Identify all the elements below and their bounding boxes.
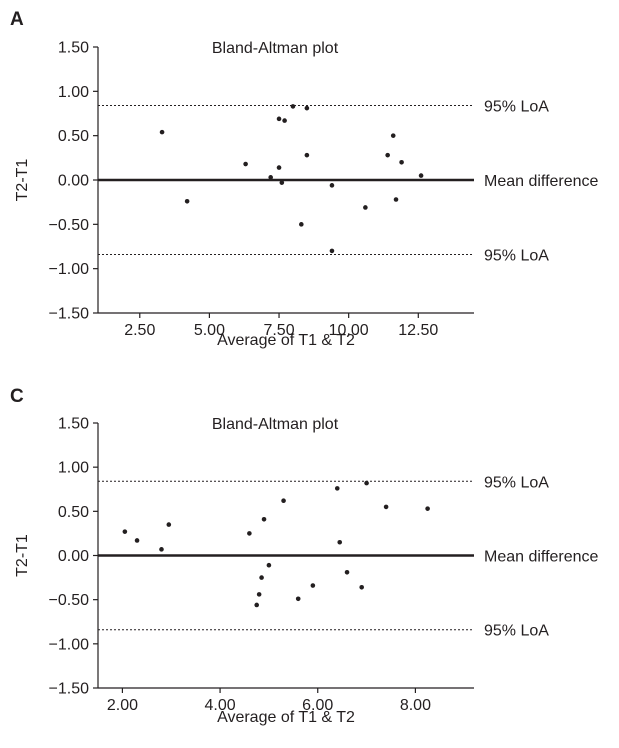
data-point [364, 480, 369, 486]
data-point [134, 538, 140, 543]
y-axis-label: T2-T1 [14, 534, 31, 577]
data-point [295, 596, 301, 602]
y-tick-label: −1.50 [49, 681, 90, 698]
x-tick-label: 10.00 [329, 322, 369, 339]
data-point [393, 197, 399, 202]
y-tick-label: −0.50 [49, 592, 90, 609]
data-point [390, 133, 396, 138]
x-tick-label: 8.00 [400, 697, 431, 714]
loa-label: 95% LoA [484, 99, 549, 116]
data-point [282, 118, 287, 123]
x-axis-label: Average of T1 & T2 [217, 709, 355, 726]
data-point [299, 222, 304, 227]
y-tick-label: 0.50 [58, 128, 89, 145]
data-point [243, 161, 248, 167]
data-point [310, 583, 316, 588]
data-point [304, 152, 310, 158]
chart-panel-a: A Bland-Altman plot 1.50 1.00 0.50 0.00 −0.50 −… [10, 9, 599, 349]
data-point [425, 506, 430, 511]
loa-label: 95% LoA [484, 474, 549, 491]
data-point [359, 585, 364, 590]
chart-title: Bland-Altman plot [212, 416, 339, 433]
data-point [385, 152, 390, 158]
data-point [344, 569, 350, 575]
x-tick-label: 5.00 [194, 322, 225, 339]
data-point [276, 116, 282, 122]
x-tick-label: 4.00 [205, 697, 236, 714]
data-point [184, 198, 190, 204]
data-point [276, 165, 282, 170]
data-point [281, 498, 286, 504]
y-tick-label: 0.00 [58, 548, 89, 565]
data-point [159, 547, 164, 552]
x-axis-label: Average of T1 & T2 [217, 332, 355, 349]
data-point [159, 129, 165, 135]
data-point [254, 602, 260, 608]
data-point [329, 183, 335, 188]
loa-label: 95% LoA [484, 623, 549, 640]
y-tick-label: −1.00 [49, 636, 90, 653]
y-tick-label: 1.50 [58, 40, 89, 57]
mean-difference-label: Mean difference [484, 173, 599, 190]
data-point [166, 522, 172, 527]
mean-difference-label: Mean difference [484, 549, 599, 566]
data-point [256, 592, 262, 597]
y-axis-label: T2-T1 [14, 159, 31, 202]
data-point [247, 531, 252, 536]
y-tick-label: 1.00 [58, 84, 89, 101]
y-tick-label: −0.50 [49, 217, 90, 234]
panel-letter: C [10, 386, 24, 407]
data-point [363, 205, 368, 210]
data-point [334, 486, 340, 491]
x-tick-label: 2.50 [124, 322, 155, 339]
data-point [383, 504, 389, 510]
y-tick-label: 1.00 [58, 460, 89, 477]
y-tick-label: 0.50 [58, 504, 89, 521]
data-point [261, 516, 267, 522]
data-point [329, 248, 335, 254]
data-point [304, 105, 310, 111]
data-point [399, 159, 404, 165]
panel-letter: A [10, 9, 24, 30]
data-point [268, 175, 273, 180]
y-tick-label: −1.50 [49, 306, 90, 323]
x-tick-label: 7.50 [263, 322, 294, 339]
y-tick-label: 0.00 [58, 173, 89, 190]
chart-panel-c: C Bland-Altman plot 1.50 1.00 0.50 0.00 −0.50 −… [10, 386, 599, 726]
x-tick-label: 12.50 [398, 322, 438, 339]
data-point [290, 104, 296, 109]
data-point [279, 180, 285, 185]
data-point [337, 539, 343, 545]
data-point [418, 173, 424, 178]
data-point [259, 575, 264, 580]
x-tick-label: 6.00 [302, 697, 333, 714]
data-point [122, 529, 128, 534]
chart-title: Bland-Altman plot [212, 40, 339, 57]
data-point [266, 562, 272, 568]
y-tick-label: −1.00 [49, 261, 90, 278]
y-tick-label: 1.50 [58, 416, 89, 433]
loa-label: 95% LoA [484, 247, 549, 264]
x-tick-label: 2.00 [107, 697, 138, 714]
